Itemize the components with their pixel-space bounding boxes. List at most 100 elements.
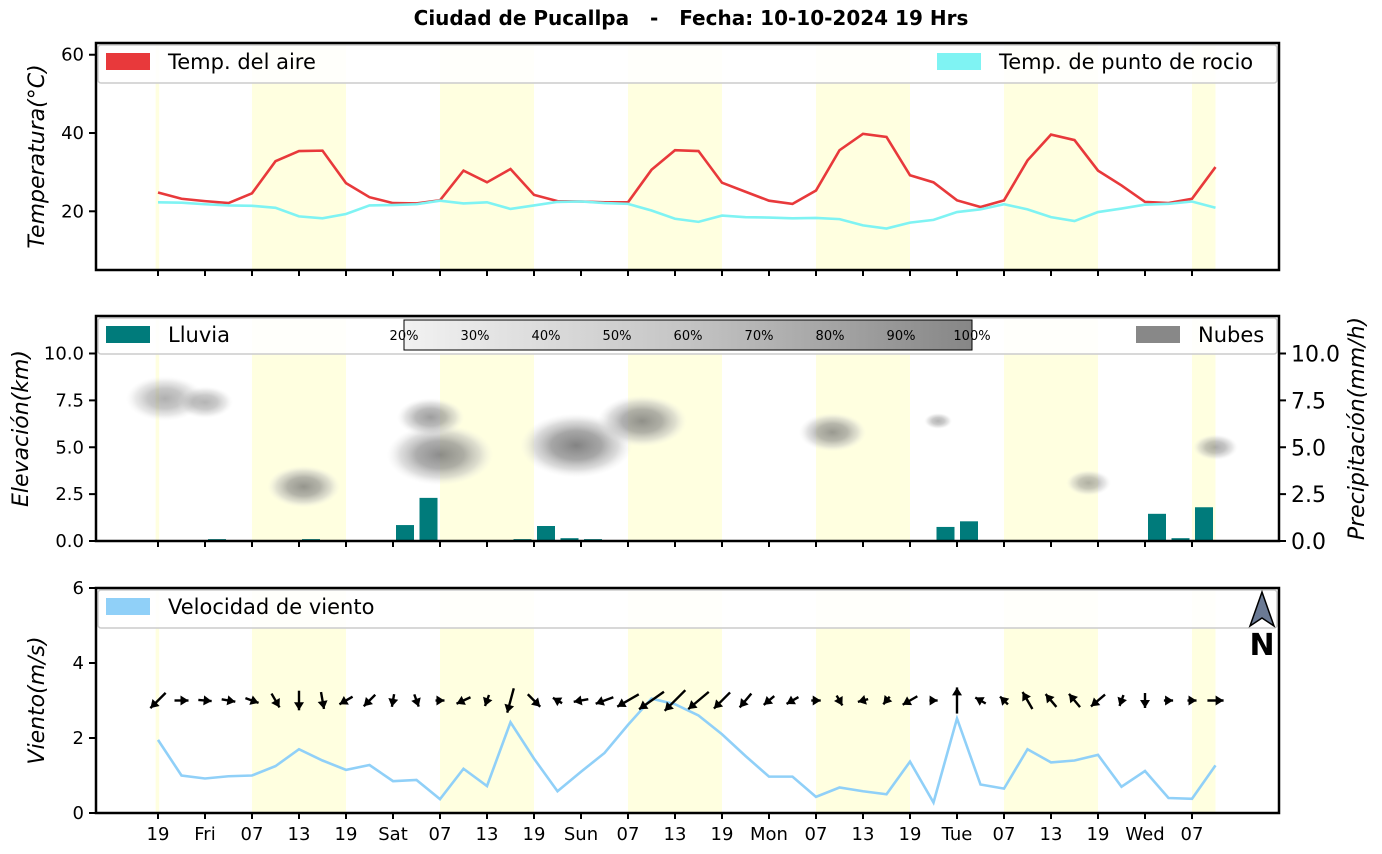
wind-arrow <box>1140 693 1150 708</box>
colorbar-label: 60% <box>674 329 703 344</box>
y-axis-label-right: Precipitación(mm/h) <box>1345 317 1370 540</box>
daylight-band <box>1192 316 1216 541</box>
x-tick-label: Fri <box>194 824 215 845</box>
wind-arrow-head <box>504 703 515 713</box>
x-tick-label: 19 <box>147 824 170 845</box>
y-tick-label: 5.0 <box>1291 436 1326 461</box>
wind-arrow <box>435 695 445 706</box>
cloud-patch <box>386 424 494 486</box>
wind-arrow <box>338 695 354 706</box>
wind-arrow-head <box>249 695 259 705</box>
wind-arrow-head <box>294 702 304 711</box>
wind-arrow-head <box>595 696 605 706</box>
wind-arrow <box>902 695 918 706</box>
y-ticks: 20 40 60 <box>61 45 96 222</box>
wind-arrow <box>1207 695 1224 706</box>
rain-bar <box>1148 513 1166 541</box>
wind-arrow-head <box>271 698 280 708</box>
wind-arrow-head <box>203 695 212 706</box>
wind-arrow-head <box>483 696 493 707</box>
wind-arrow-head <box>1022 692 1031 702</box>
north-label: N <box>1249 628 1274 663</box>
daylight-band <box>155 316 160 541</box>
wind-arrow-head <box>317 700 328 709</box>
x-tick-label: Tue <box>941 824 973 845</box>
x-tick-label: Mon <box>750 824 788 845</box>
wind-arrow-head <box>952 687 962 696</box>
y-tick-label: 60 <box>61 45 84 66</box>
legend-temp-air-label: Temp. del aire <box>167 50 316 74</box>
colorbar-label: 50% <box>603 329 632 344</box>
x-tick-label: 13 <box>852 824 875 845</box>
x-tick-label: 07 <box>617 824 640 845</box>
wind-arrow <box>952 687 962 714</box>
wind-arrow <box>317 691 328 710</box>
wind-arrow-head <box>902 696 913 706</box>
x-tick-label: 19 <box>1087 824 1110 845</box>
x-tick-label: 13 <box>664 824 687 845</box>
wind-arrow <box>1187 695 1197 706</box>
wind-arrow <box>483 694 493 707</box>
wind-arrow <box>1021 691 1034 710</box>
y-axis-label: Elevación(km) <box>9 350 34 507</box>
wind-arrow <box>974 696 987 706</box>
y-tick-label: 40 <box>61 123 84 144</box>
x-tick-label: 07 <box>805 824 828 845</box>
wind-arrow-head <box>1090 697 1101 707</box>
colorbar-label: 40% <box>532 329 561 344</box>
x-tick-label: 07 <box>241 824 264 845</box>
legend-clouds-label: Nubes <box>1198 323 1264 347</box>
wind-arrow <box>1068 693 1081 708</box>
wind-arrow-head <box>688 700 698 710</box>
x-ticks <box>157 541 1193 547</box>
wind-arrow <box>552 696 563 707</box>
y-tick-label: 4 <box>73 653 84 674</box>
wind-arrow-head <box>617 698 627 708</box>
legend-rain-label: Lluvia <box>168 323 230 347</box>
colorbar-label: 70% <box>745 329 774 344</box>
rain-bar <box>560 538 579 541</box>
north-arrow-icon <box>1248 589 1276 628</box>
x-tick-label: 07 <box>1181 824 1204 845</box>
wind-arrow-head <box>713 699 724 709</box>
wind-arrow-head <box>1215 695 1224 706</box>
y-ticks: 0.0 2.5 5.0 7.5 10.0 <box>44 344 96 552</box>
wind-arrow-head <box>1165 695 1174 706</box>
wind-arrow <box>811 695 821 706</box>
y-tick-label: 7.5 <box>55 390 84 411</box>
wind-arrow <box>1117 694 1127 707</box>
wind-arrow <box>388 693 399 708</box>
wind-arrow <box>362 693 377 708</box>
wind-arrow <box>1163 695 1174 706</box>
y-tick-label: 7.5 <box>1291 389 1326 414</box>
cloud-colorbar <box>403 319 973 351</box>
wind-arrow-head <box>786 695 796 705</box>
wind-arrow-head <box>929 695 938 706</box>
wind-arrow <box>857 694 869 705</box>
cloud-patch <box>1066 470 1111 496</box>
x-tick-label: Sat <box>378 824 408 845</box>
colorbar-label: 20% <box>390 329 419 344</box>
wind-arrow-head <box>763 695 774 705</box>
rain-bar <box>1195 507 1213 541</box>
y-tick-label: 10.0 <box>1291 343 1340 368</box>
rain-bar <box>936 526 955 541</box>
wind-arrow <box>762 695 776 706</box>
daylight-band <box>1192 588 1216 813</box>
wind-arrow-head <box>1068 693 1078 704</box>
wind-arrow-head <box>363 697 373 707</box>
wind-arrows <box>149 687 1224 714</box>
rain-bar <box>1171 538 1190 541</box>
wind-arrow <box>198 695 212 706</box>
figure-title: Ciudad de Pucallpa - Fecha: 10-10-2024 1… <box>413 6 969 30</box>
y-tick-label: 0.0 <box>1291 530 1326 555</box>
cloud-patch <box>397 398 465 437</box>
axes-frame <box>94 586 1281 815</box>
rain-bar <box>537 526 555 541</box>
legend-box <box>97 589 1278 629</box>
y-tick-label: 2.5 <box>55 484 84 505</box>
wind-arrow <box>663 689 687 712</box>
wind-arrow-head <box>388 698 399 707</box>
wind-arrow <box>687 690 710 711</box>
